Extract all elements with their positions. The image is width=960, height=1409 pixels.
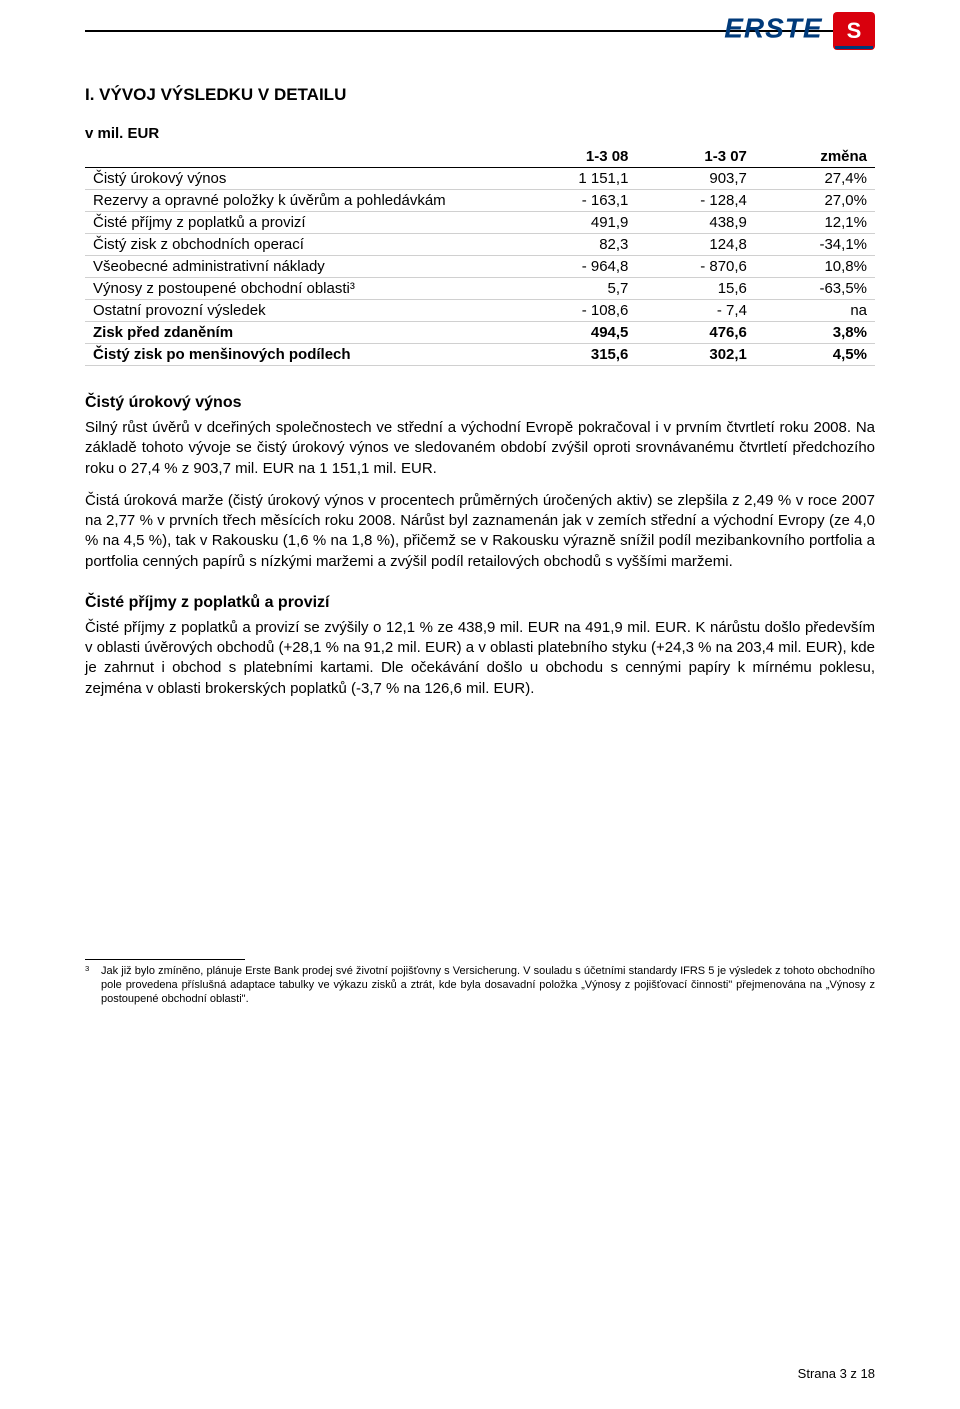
table-row: Výnosy z postoupené obchodní oblasti³5,7… bbox=[85, 278, 875, 300]
table-cell: na bbox=[755, 300, 875, 322]
table-cell: -34,1% bbox=[755, 234, 875, 256]
table-row: Všeobecné administrativní náklady- 964,8… bbox=[85, 256, 875, 278]
table-row: Rezervy a opravné položky k úvěrům a poh… bbox=[85, 190, 875, 212]
table-row: Zisk před zdaněním494,5476,63,8% bbox=[85, 322, 875, 344]
col-header-change: změna bbox=[755, 146, 875, 168]
col-header-period2: 1-3 07 bbox=[636, 146, 755, 168]
table-cell: 5,7 bbox=[512, 278, 637, 300]
erste-logo: ERSTE S bbox=[724, 12, 875, 55]
table-cell: Zisk před zdaněním bbox=[85, 322, 512, 344]
table-cell: - 964,8 bbox=[512, 256, 637, 278]
table-cell: 491,9 bbox=[512, 212, 637, 234]
table-row: Čistý zisk po menšinových podílech315,63… bbox=[85, 344, 875, 366]
table-cell: - 163,1 bbox=[512, 190, 637, 212]
table-cell: 903,7 bbox=[636, 168, 755, 190]
footnote-separator bbox=[85, 959, 245, 960]
table-row: Čistý úrokový výnos1 151,1903,727,4% bbox=[85, 168, 875, 190]
table-cell: 82,3 bbox=[512, 234, 637, 256]
subsection-heading: Čistý úrokový výnos bbox=[85, 394, 875, 412]
table-cell: - 108,6 bbox=[512, 300, 637, 322]
logo-s-icon: S bbox=[833, 12, 875, 55]
table-cell: Čistý zisk z obchodních operací bbox=[85, 234, 512, 256]
table-caption: v mil. EUR bbox=[85, 125, 875, 142]
table-cell: 15,6 bbox=[636, 278, 755, 300]
table-cell: 3,8% bbox=[755, 322, 875, 344]
table-cell: Rezervy a opravné položky k úvěrům a poh… bbox=[85, 190, 512, 212]
table-cell: 302,1 bbox=[636, 344, 755, 366]
body-paragraph: Čistá úroková marže (čistý úrokový výnos… bbox=[85, 491, 875, 572]
table-cell: 494,5 bbox=[512, 322, 637, 344]
logo-text: ERSTE bbox=[724, 13, 822, 44]
body-paragraph: Silný růst úvěrů v dceřiných společnoste… bbox=[85, 418, 875, 479]
table-cell: 124,8 bbox=[636, 234, 755, 256]
footnote-text: Jak již bylo zmíněno, plánuje Erste Bank… bbox=[101, 964, 875, 1007]
svg-text:S: S bbox=[847, 18, 862, 43]
table-cell: 315,6 bbox=[512, 344, 637, 366]
table-cell: - 7,4 bbox=[636, 300, 755, 322]
table-header-row: 1-3 08 1-3 07 změna bbox=[85, 146, 875, 168]
table-cell: 12,1% bbox=[755, 212, 875, 234]
col-header-period1: 1-3 08 bbox=[512, 146, 637, 168]
logo-container: ERSTE S bbox=[85, 12, 875, 55]
table-row: Ostatní provozní výsledek- 108,6- 7,4na bbox=[85, 300, 875, 322]
financial-table: 1-3 08 1-3 07 změna Čistý úrokový výnos1… bbox=[85, 146, 875, 366]
table-cell: Čistý zisk po menšinových podílech bbox=[85, 344, 512, 366]
table-row: Čisté příjmy z poplatků a provizí491,943… bbox=[85, 212, 875, 234]
table-cell: - 128,4 bbox=[636, 190, 755, 212]
table-cell: Čisté příjmy z poplatků a provizí bbox=[85, 212, 512, 234]
table-cell: 27,4% bbox=[755, 168, 875, 190]
page-number: Strana 3 z 18 bbox=[798, 1366, 875, 1381]
col-header-label bbox=[85, 146, 512, 168]
table-row: Čistý zisk z obchodních operací82,3124,8… bbox=[85, 234, 875, 256]
body-paragraph: Čisté příjmy z poplatků a provizí se zvý… bbox=[85, 618, 875, 699]
table-cell: 1 151,1 bbox=[512, 168, 637, 190]
table-cell: - 870,6 bbox=[636, 256, 755, 278]
table-cell: Výnosy z postoupené obchodní oblasti³ bbox=[85, 278, 512, 300]
table-cell: 476,6 bbox=[636, 322, 755, 344]
table-cell: Všeobecné administrativní náklady bbox=[85, 256, 512, 278]
table-cell: 27,0% bbox=[755, 190, 875, 212]
table-cell: 438,9 bbox=[636, 212, 755, 234]
table-cell: Čistý úrokový výnos bbox=[85, 168, 512, 190]
table-cell: -63,5% bbox=[755, 278, 875, 300]
subsection-heading: Čisté příjmy z poplatků a provizí bbox=[85, 594, 875, 612]
table-cell: Ostatní provozní výsledek bbox=[85, 300, 512, 322]
footnote: 3 Jak již bylo zmíněno, plánuje Erste Ba… bbox=[85, 964, 875, 1007]
table-cell: 10,8% bbox=[755, 256, 875, 278]
table-cell: 4,5% bbox=[755, 344, 875, 366]
section-title: I. VÝVOJ VÝSLEDKU V DETAILU bbox=[85, 85, 875, 105]
footnote-number: 3 bbox=[85, 964, 101, 1007]
